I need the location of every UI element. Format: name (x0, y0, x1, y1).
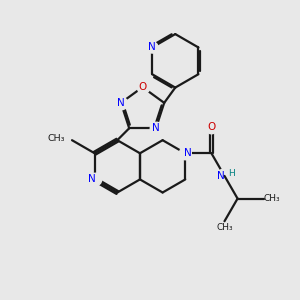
Text: O: O (138, 82, 147, 92)
Text: N: N (152, 123, 160, 133)
Text: CH₃: CH₃ (47, 134, 64, 143)
Text: N: N (88, 174, 96, 184)
Text: CH₃: CH₃ (216, 223, 233, 232)
Text: H: H (228, 169, 234, 178)
Text: N: N (148, 43, 155, 52)
Text: N: N (117, 98, 125, 108)
Text: N: N (184, 148, 191, 158)
Text: N: N (217, 171, 225, 181)
Text: O: O (207, 122, 215, 132)
Text: CH₃: CH₃ (264, 194, 280, 203)
